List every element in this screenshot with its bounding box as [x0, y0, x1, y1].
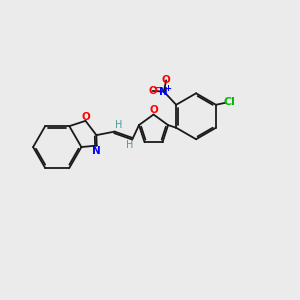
Text: −: −: [153, 83, 161, 93]
Text: H: H: [126, 140, 134, 150]
Text: O: O: [148, 86, 157, 96]
Text: O: O: [149, 105, 158, 115]
Text: N: N: [159, 86, 168, 97]
Text: O: O: [162, 75, 170, 85]
Text: N: N: [92, 146, 100, 156]
Text: O: O: [81, 112, 90, 122]
Text: H: H: [115, 120, 122, 130]
Text: Cl: Cl: [223, 97, 235, 107]
Text: +: +: [164, 84, 171, 93]
